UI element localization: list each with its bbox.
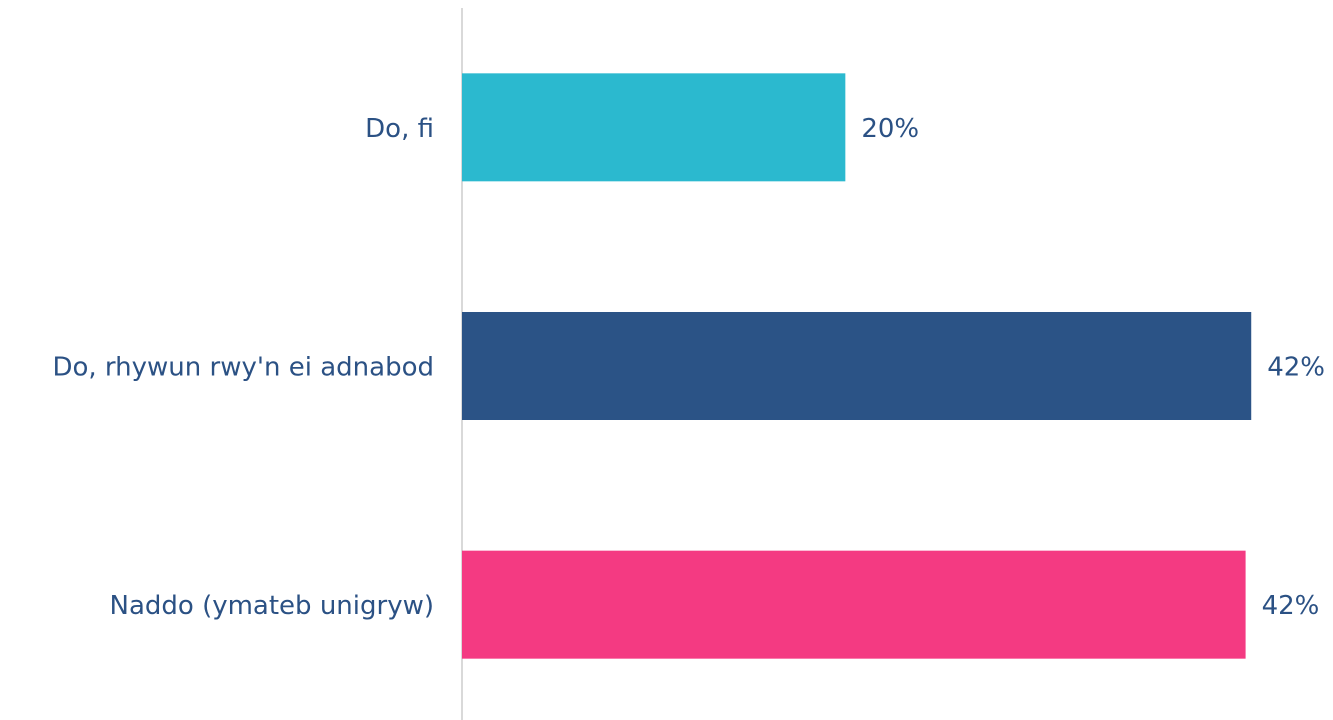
category-label: Do, fi [365,114,434,144]
category-label: Do, rhywun rwy'n ei adnabod [52,353,434,383]
value-label: 42% [1267,353,1325,383]
bar [462,312,1252,420]
value-label: 20% [861,114,919,144]
value-label: 42% [1262,591,1320,621]
bar [462,73,846,182]
category-label: Naddo (ymateb unigryw) [110,591,434,621]
bar [462,550,1246,659]
